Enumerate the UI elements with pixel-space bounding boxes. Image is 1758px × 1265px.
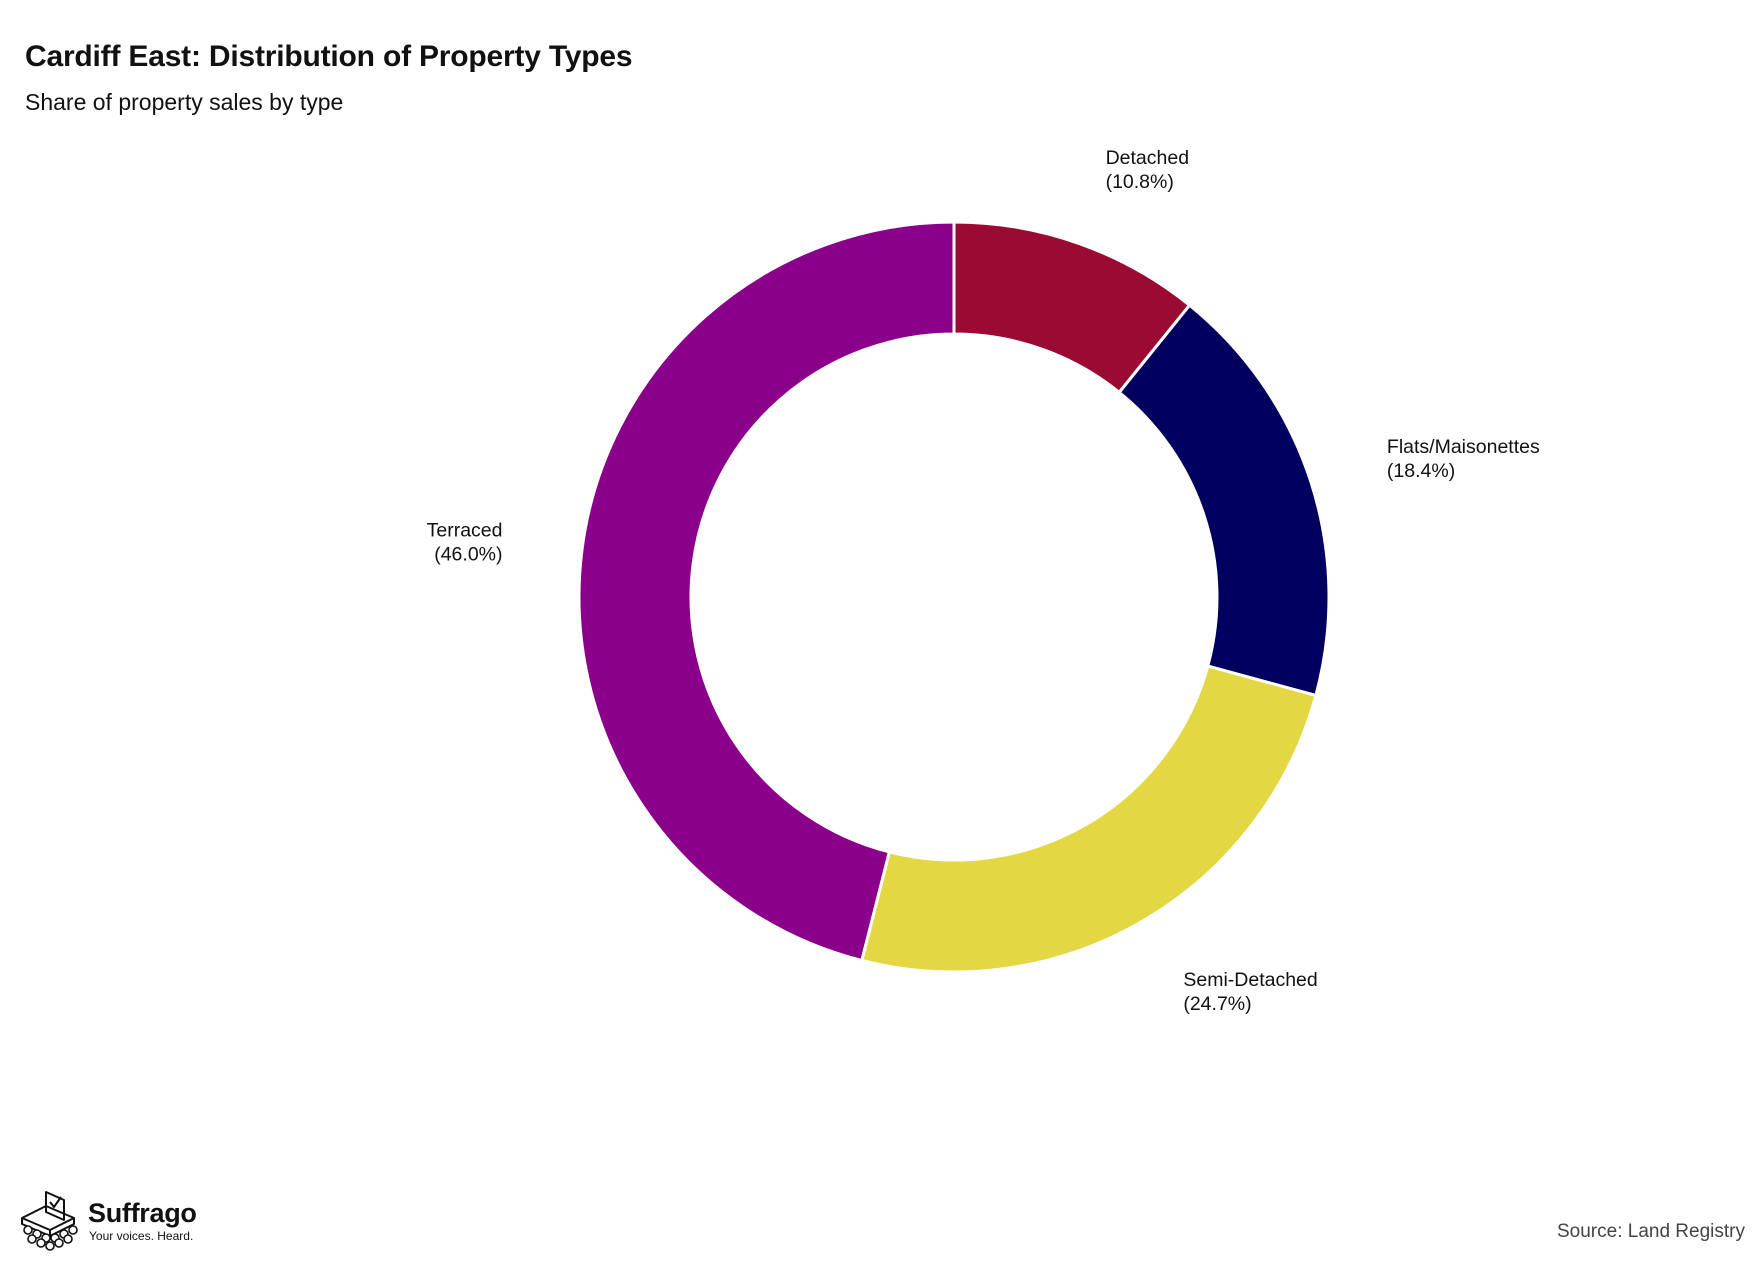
slice-label-terraced: Terraced (46.0%) (427, 520, 503, 566)
slice-label-flats-maisonettes: Flats/Maisonettes (18.4%) (1387, 436, 1540, 482)
slice-label-detached: Detached (10.8%) (1106, 147, 1189, 193)
slice-name: Flats/Maisonettes (1387, 436, 1540, 458)
chart-subtitle: Share of property sales by type (25, 89, 344, 115)
slice-name: Terraced (427, 520, 503, 542)
ballot-box-icon (21, 1191, 78, 1251)
slice-name: Detached (1106, 147, 1189, 169)
slice-percent: (10.8%) (1106, 171, 1174, 193)
slice-name: Semi-Detached (1183, 969, 1317, 991)
slice-percent: (46.0%) (434, 544, 502, 566)
slice-flats-maisonettes (1117, 303, 1331, 698)
brand-tagline: Your voices. Heard. (89, 1229, 194, 1243)
brand-name: Suffrago (88, 1198, 197, 1228)
brand-logo: Suffrago Your voices. Heard. (16, 1190, 197, 1252)
chart-title: Cardiff East: Distribution of Property T… (25, 40, 633, 73)
slice-labels: Detached (10.8%) Flats/Maisonettes (18.4%) S… (427, 147, 1540, 1015)
slice-terraced (577, 220, 956, 963)
donut-slices (577, 220, 1331, 974)
slice-percent: (24.7%) (1183, 993, 1251, 1015)
slice-percent: (18.4%) (1387, 460, 1455, 482)
slice-label-semi-detached: Semi-Detached (24.7%) (1183, 969, 1317, 1015)
source-note: Source: Land Registry (1557, 1221, 1745, 1242)
slice-semi-detached (859, 664, 1318, 974)
